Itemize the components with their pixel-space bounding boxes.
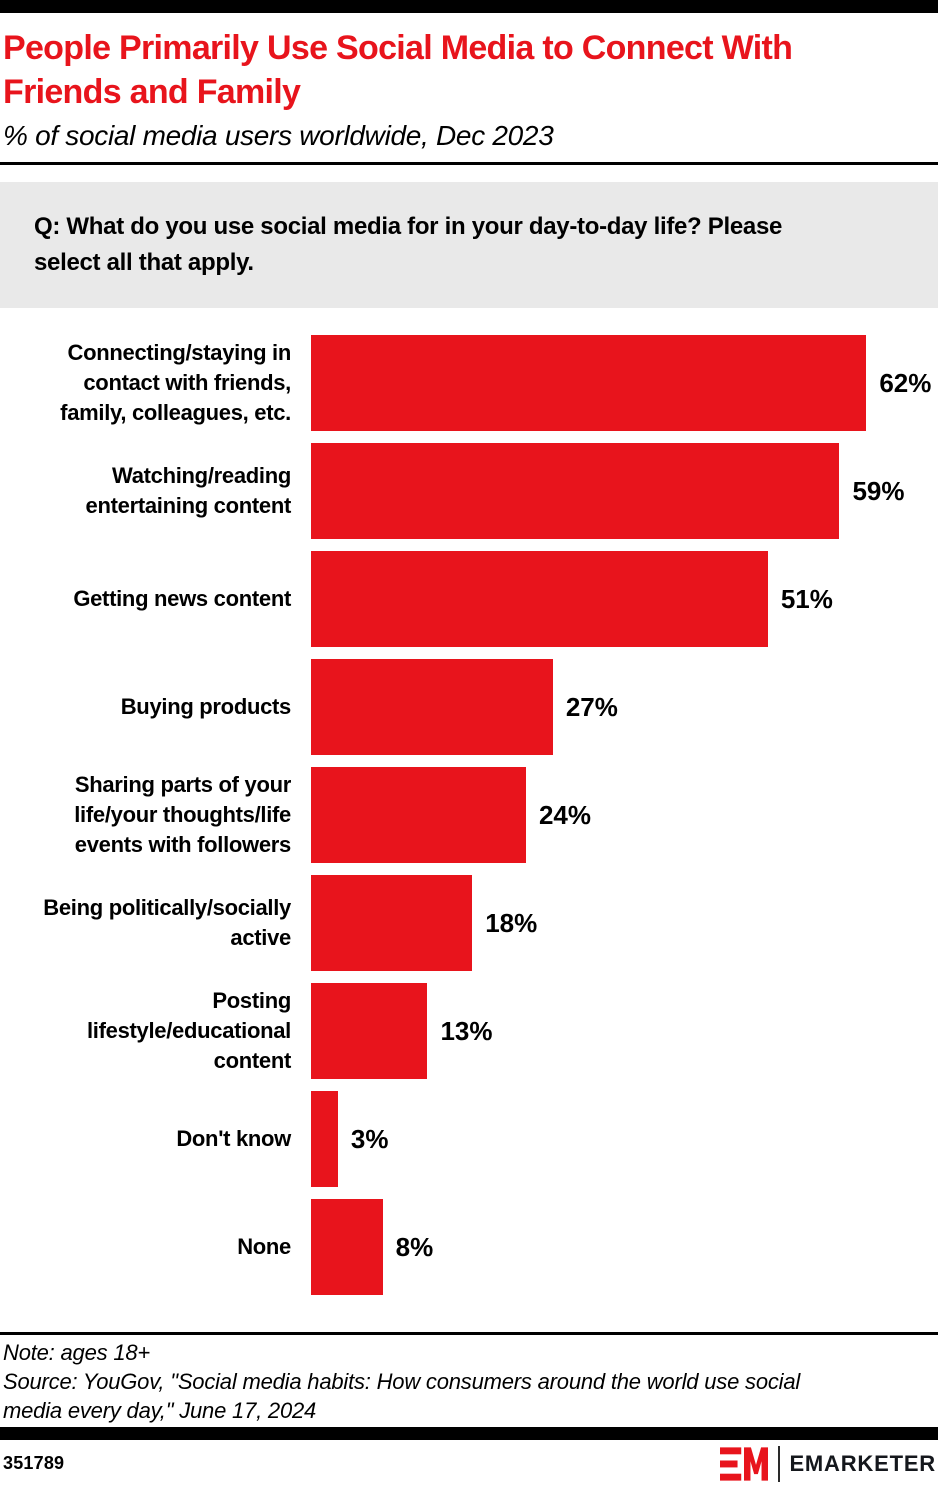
note-divider [0, 1332, 938, 1335]
value-label: 18% [485, 907, 538, 938]
chart-row: Getting news content 51% [3, 551, 938, 647]
footnotes: Note: ages 18+ Source: YouGov, "Social m… [0, 1335, 938, 1425]
bar-track: 8% [311, 1199, 938, 1295]
source-text: Source: YouGov, "Social media habits: Ho… [3, 1369, 801, 1423]
bar-track: 51% [311, 551, 938, 647]
chart-row: Sharing parts of your life/your thoughts… [3, 767, 938, 863]
survey-question-box: Q: What do you use social media for in y… [0, 182, 938, 308]
emarketer-em-icon [720, 1446, 769, 1481]
top-black-bar [0, 0, 938, 13]
category-label: None [237, 1234, 291, 1259]
category-label: Buying products [120, 694, 292, 719]
footer: 351789 EMARKETER [0, 1440, 938, 1486]
category-label: Watching/reading entertaining content [85, 463, 292, 518]
value-label: 13% [440, 1015, 493, 1046]
value-label: 62% [879, 367, 932, 398]
bar [311, 443, 840, 539]
bar-track: 59% [311, 443, 938, 539]
value-label: 8% [395, 1231, 434, 1262]
chart-row: Connecting/staying in contact with frien… [3, 335, 938, 431]
header-divider [0, 162, 938, 165]
bar [311, 875, 473, 971]
bar-track: 27% [311, 659, 938, 755]
bar-chart: Connecting/staying in contact with frien… [0, 335, 938, 1295]
bar [311, 767, 526, 863]
bar-track: 13% [311, 983, 938, 1079]
bar [311, 659, 553, 755]
bar-track: 3% [311, 1091, 938, 1187]
category-label: Being politically/socially active [43, 895, 291, 950]
category-label: Posting lifestyle/educational content [87, 988, 291, 1073]
value-label: 27% [565, 691, 618, 722]
note-text: Note: ages 18+ [3, 1340, 151, 1365]
chart-id: 351789 [3, 1453, 65, 1473]
bar-track: 18% [311, 875, 938, 971]
chart-subtitle: % of social media users worldwide, Dec 2… [3, 120, 554, 151]
logo-divider [778, 1445, 781, 1482]
chart-row: Being politically/socially active 18% [3, 875, 938, 971]
category-label: Connecting/staying in contact with frien… [60, 340, 291, 425]
header: People Primarily Use Social Media to Con… [0, 13, 938, 154]
bar [311, 1199, 383, 1295]
bar-track: 62% [311, 335, 938, 431]
chart-row: Buying products 27% [3, 659, 938, 755]
chart-row: None 8% [3, 1199, 938, 1295]
value-label: 59% [852, 475, 905, 506]
bar [311, 983, 428, 1079]
chart-row: Don't know 3% [3, 1091, 938, 1187]
bottom-black-bar [0, 1427, 938, 1440]
value-label: 3% [350, 1123, 389, 1154]
category-label: Don't know [176, 1126, 291, 1151]
bar [311, 1091, 338, 1187]
survey-question-text: Q: What do you use social media for in y… [34, 213, 783, 276]
bar [311, 335, 867, 431]
value-label: 24% [538, 799, 592, 830]
emarketer-logo: EMARKETER [720, 1445, 936, 1482]
bar [311, 551, 768, 647]
chart-title: People Primarily Use Social Media to Con… [3, 29, 793, 111]
chart-row: Watching/reading entertaining content 59… [3, 443, 938, 539]
category-label: Sharing parts of your life/your thoughts… [74, 772, 291, 857]
category-label: Getting news content [73, 586, 291, 611]
chart-row: Posting lifestyle/educational content 13… [3, 983, 938, 1079]
value-label: 51% [780, 583, 833, 614]
emarketer-wordmark: EMARKETER [789, 1450, 936, 1476]
bar-track: 24% [311, 767, 938, 863]
